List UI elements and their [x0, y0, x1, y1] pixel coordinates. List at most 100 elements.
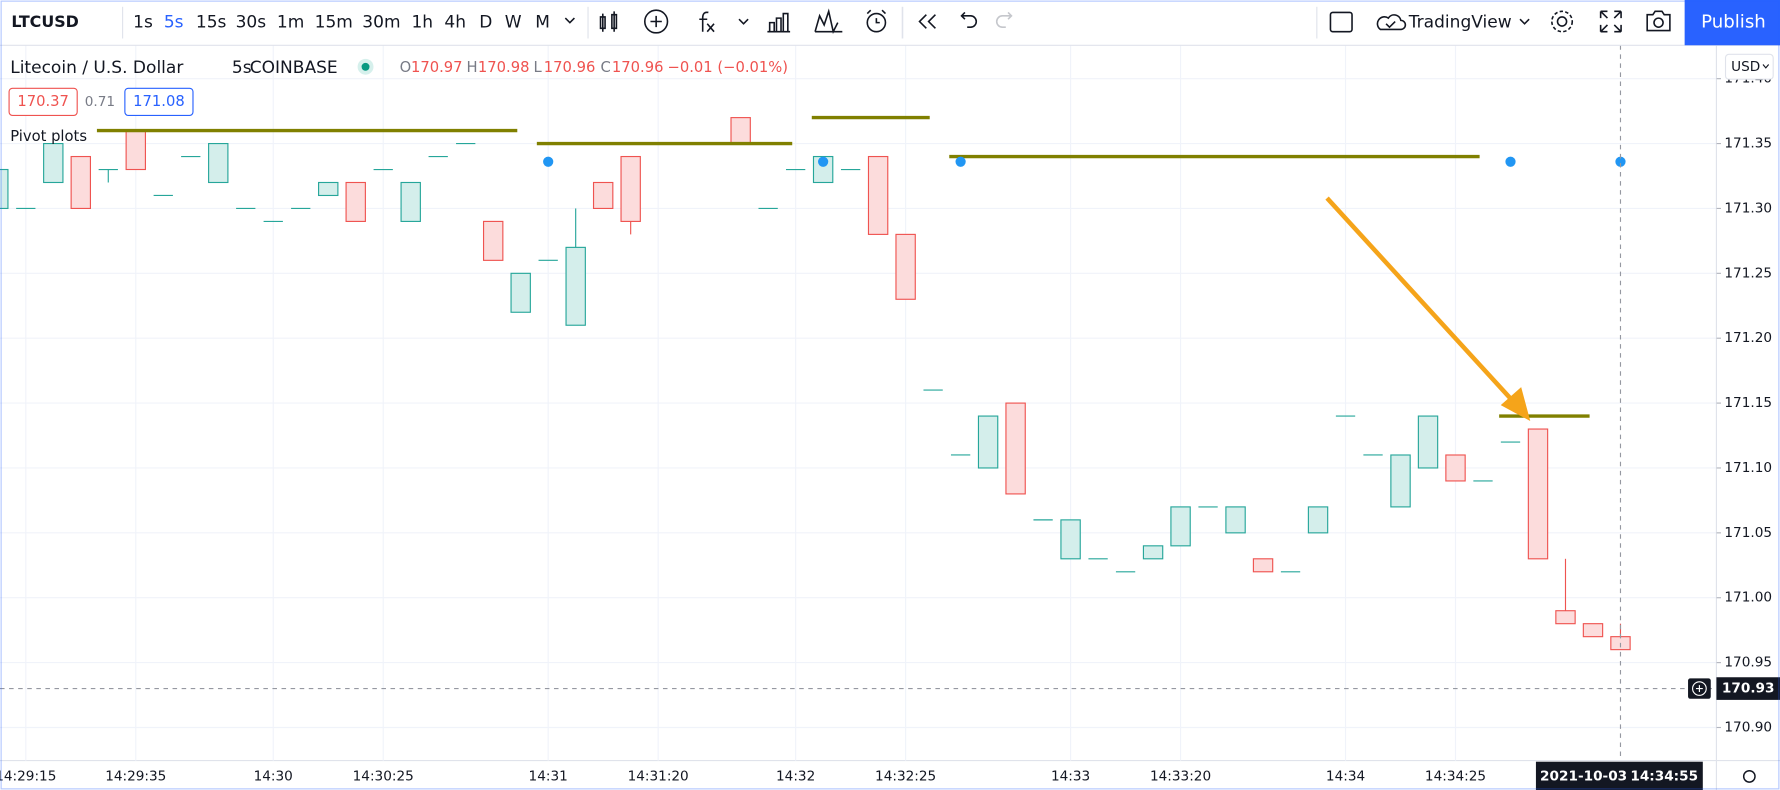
- close-value: 170.96: [612, 59, 664, 76]
- symbol[interactable]: LTCUSD: [11, 12, 79, 31]
- add-icon-plus: [1695, 685, 1703, 692]
- spread-value: 0.71: [85, 94, 115, 110]
- interval-button[interactable]: 5s: [164, 13, 184, 33]
- candle-body: [0, 168, 9, 210]
- layout-name[interactable]: TradingView: [1408, 13, 1512, 33]
- add-indicator-icon[interactable]: [644, 9, 669, 34]
- x-tick-label: 14:31: [529, 768, 568, 784]
- bid-box[interactable]: [8, 87, 78, 117]
- candle-body: [125, 130, 146, 171]
- toolbar: [0, 0, 1780, 46]
- change-value: −0.01 (−0.01%): [668, 59, 789, 76]
- crosshair-time: 14:34:55: [1630, 768, 1698, 784]
- interval-button[interactable]: 1s: [133, 13, 153, 33]
- candles-icon[interactable]: [599, 11, 618, 32]
- candle-body: [730, 117, 751, 145]
- chevron: [1762, 64, 1770, 69]
- arrow-annotation: [1325, 196, 1531, 422]
- candle-body: [1142, 545, 1164, 560]
- publish-label: Publish: [1701, 12, 1766, 33]
- fx-icon[interactable]: [699, 11, 715, 33]
- plot-area: 171.40171.35171.30171.25171.20171.15171.…: [0, 45, 1780, 790]
- axis-settings-icon[interactable]: [1742, 770, 1756, 783]
- x-tick-label: 14:30:25: [353, 768, 414, 784]
- arrow-head: [1500, 387, 1531, 422]
- symbol-name: Litecoin / U.S. Dollar: [10, 58, 183, 78]
- candle-body: [1390, 454, 1411, 508]
- high-value: 170.98: [478, 59, 530, 76]
- chevron[interactable]: [738, 18, 749, 25]
- cloud-icon[interactable]: [1376, 14, 1407, 31]
- x-tick-label: 14:32:25: [875, 768, 936, 784]
- currency-button[interactable]: [1724, 53, 1774, 80]
- crosshair-price-box: [1716, 677, 1780, 700]
- camera-lens: [1653, 17, 1664, 28]
- bars-icon[interactable]: [767, 12, 791, 33]
- candle-body: [977, 415, 999, 469]
- interval-button[interactable]: D: [479, 13, 492, 33]
- alert-icon[interactable]: [866, 12, 887, 33]
- interval-button[interactable]: M: [535, 13, 550, 33]
- layout-icon[interactable]: [1329, 11, 1353, 33]
- crosshair-price-label: 170.93: [1722, 681, 1775, 697]
- candle-body: [400, 181, 421, 222]
- low-value: 170.96: [544, 59, 596, 76]
- candle-body: [70, 155, 91, 210]
- candle-body: [1225, 506, 1246, 534]
- add-icon: [1692, 681, 1707, 696]
- interval-button[interactable]: 1h: [411, 13, 433, 33]
- candle-body: [1170, 506, 1191, 547]
- interval-button[interactable]: 15m: [315, 13, 353, 33]
- candle-body: [565, 246, 586, 326]
- pivot-point: [1615, 156, 1626, 167]
- candle-body: [345, 181, 366, 222]
- x-tick-label: 14:32: [776, 768, 815, 784]
- market-status-dot: [361, 62, 370, 71]
- y-tick-label: 171.10: [1724, 460, 1772, 476]
- pivot-point: [818, 156, 829, 167]
- y-tick-label: 170.95: [1724, 655, 1772, 671]
- bid-value: 170.37: [17, 93, 69, 110]
- high-label: H: [467, 59, 478, 76]
- ask-box[interactable]: [124, 87, 194, 117]
- candle-body: [510, 272, 531, 313]
- undo-icon[interactable]: [960, 11, 977, 28]
- interval-button[interactable]: 30s: [236, 13, 267, 33]
- crosshair-date: 2021-10-03: [1540, 768, 1627, 784]
- y-tick-label: 171.05: [1724, 525, 1772, 541]
- camera-icon[interactable]: [1646, 10, 1671, 32]
- pivot-point: [543, 156, 554, 167]
- currency-label: USD: [1731, 59, 1760, 75]
- arrow-shaft: [1325, 196, 1519, 407]
- candle-body: [592, 181, 614, 210]
- interval-group: 1s 5s 15s 30s 1m 15m 30m 1h 4h D W M: [133, 13, 550, 33]
- y-tick-label: 170.90: [1724, 720, 1772, 736]
- interval-button[interactable]: 1m: [277, 13, 304, 33]
- fullscreen-icon[interactable]: [1599, 10, 1622, 33]
- candle-body: [1555, 610, 1576, 625]
- chevron[interactable]: [564, 17, 575, 24]
- y-tick-label: 171.30: [1724, 200, 1772, 216]
- candle-body: [1582, 623, 1604, 638]
- candle-body: [1005, 402, 1026, 495]
- candle-body: [1307, 506, 1329, 534]
- interval-button[interactable]: 4h: [444, 13, 466, 33]
- chevron[interactable]: [1519, 18, 1530, 25]
- replay-icon[interactable]: [918, 14, 936, 29]
- compare-icon[interactable]: [814, 8, 843, 35]
- x-tick-label: 14:31:20: [628, 768, 689, 784]
- interval-button[interactable]: 15s: [196, 13, 227, 33]
- candle-body: [1527, 428, 1549, 560]
- pivot-point: [955, 156, 966, 167]
- y-tick-label: 171.20: [1724, 330, 1772, 346]
- interval-button[interactable]: 30m: [362, 13, 400, 33]
- redo-icon[interactable]: [996, 11, 1013, 28]
- x-tick-label: 14:29:15: [0, 768, 56, 784]
- candle-body: [318, 181, 339, 197]
- settings-icon[interactable]: [1556, 16, 1568, 27]
- y-tick-label: 171.15: [1724, 395, 1772, 411]
- interval-button[interactable]: W: [505, 13, 522, 33]
- x-tick-label: 14:33: [1051, 768, 1090, 784]
- publish-button[interactable]: [1684, 0, 1780, 46]
